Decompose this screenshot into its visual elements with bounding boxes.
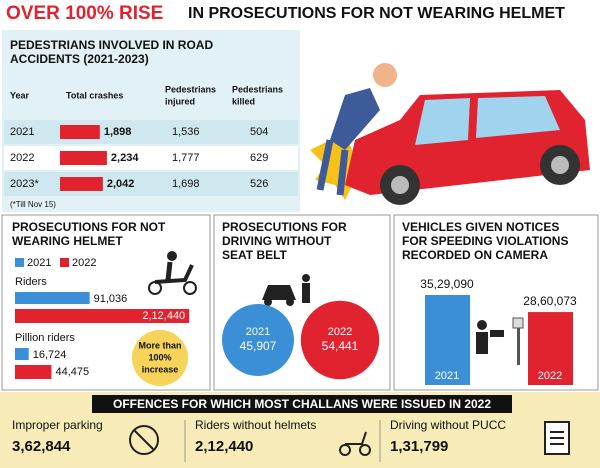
bar: [15, 309, 190, 323]
year: 2023*: [10, 178, 39, 190]
row-stripe: [4, 146, 298, 170]
bar-label: 2,042: [107, 178, 135, 190]
bar-year: 2022: [538, 370, 562, 382]
column-header: killed: [232, 96, 255, 106]
offence-value: 3,62,844: [12, 438, 71, 455]
column-header: Pedestrians: [165, 84, 216, 94]
panel-title: FOR SPEEDING VIOLATIONS: [402, 234, 568, 248]
scooter-icon: [148, 251, 197, 295]
group-label: Riders: [15, 276, 47, 288]
cell: 1,777: [172, 152, 200, 164]
cell: 1,698: [172, 178, 200, 190]
year: 2022: [10, 152, 34, 164]
row-stripe: [4, 172, 298, 196]
bubble-value: 45,907: [240, 339, 277, 353]
bar-label: 2,12,440: [142, 310, 185, 322]
cell: 1,536: [172, 126, 200, 138]
offence-label: Driving without PUCC: [390, 418, 506, 432]
note: (*Till Nov 15): [10, 200, 56, 209]
bar: [15, 348, 29, 360]
panel-title: PEDESTRIANS INVOLVED IN ROAD: [10, 38, 213, 52]
bar: [60, 177, 103, 191]
icons: [129, 421, 570, 456]
panel-title: PROSECUTIONS FOR: [222, 220, 347, 234]
bar: [425, 295, 470, 385]
bar: [15, 292, 90, 304]
bubble: [222, 304, 294, 376]
bubble-value: 54,441: [322, 339, 359, 353]
bar-label: 1,898: [104, 126, 132, 138]
row-stripe: [4, 120, 298, 144]
offence-value: 2,12,440: [195, 438, 253, 455]
bar: [528, 312, 573, 385]
bar-label: 91,036: [94, 293, 128, 305]
column-header: injured: [165, 96, 195, 106]
cell: 629: [250, 152, 268, 164]
legend-swatch: [15, 258, 24, 267]
bar: [60, 151, 107, 165]
car-icon: [262, 274, 310, 306]
panel-title: WEARING HELMET: [12, 234, 123, 248]
panel-title: PROSECUTIONS FOR NOT: [12, 220, 166, 234]
year: 2021: [10, 126, 34, 138]
badge: [132, 330, 188, 386]
bar-label: 44,475: [55, 366, 89, 378]
legend-label: 2022: [72, 257, 96, 269]
panel-title: RECORDED ON CAMERA: [402, 248, 548, 262]
bar-label: 16,724: [33, 349, 67, 361]
offences-title-bar: [92, 395, 512, 413]
legend-label: 2021: [27, 257, 51, 269]
cell: 504: [250, 126, 268, 138]
camera-icon: [476, 317, 524, 365]
column-header: Pedestrians: [232, 84, 283, 94]
badge-text: 100%: [148, 352, 171, 362]
panel-title: DRIVING WITHOUT: [222, 234, 332, 248]
panel-title: VEHICLES GIVEN NOTICES: [402, 220, 559, 234]
bar-label: 35,29,090: [420, 277, 474, 291]
title-highlight: OVER 100% RISE: [6, 3, 163, 24]
panel-title: SEAT BELT: [222, 248, 288, 262]
group-label: Pillion riders: [15, 332, 75, 344]
offence-label: Improper parking: [12, 418, 103, 432]
badge-text: More than: [138, 340, 181, 350]
bar-year: 2021: [435, 370, 459, 382]
bar: [60, 125, 100, 139]
offences-title: OFFENCES FOR WHICH MOST CHALLANS WERE IS…: [113, 397, 491, 411]
offence-value: 1,31,799: [390, 438, 448, 455]
cell: 526: [250, 178, 268, 190]
legend-swatch: [60, 258, 69, 267]
bar-label: 2,234: [111, 152, 139, 164]
column-header: Total crashes: [66, 90, 123, 100]
column-header: Year: [10, 90, 30, 100]
bubble: [300, 300, 380, 380]
bubble-year: 2021: [246, 326, 270, 338]
badge-text: increase: [142, 364, 179, 374]
title: IN PROSECUTIONS FOR NOT WEARING HELMET: [188, 5, 565, 22]
bar: [15, 365, 52, 379]
bubble-year: 2022: [328, 326, 352, 338]
offence-label: Riders without helmets: [195, 418, 316, 432]
bar-label: 28,60,073: [523, 294, 577, 308]
panel-title: ACCIDENTS (2021-2023): [10, 52, 149, 66]
car-illustration: [310, 63, 590, 205]
